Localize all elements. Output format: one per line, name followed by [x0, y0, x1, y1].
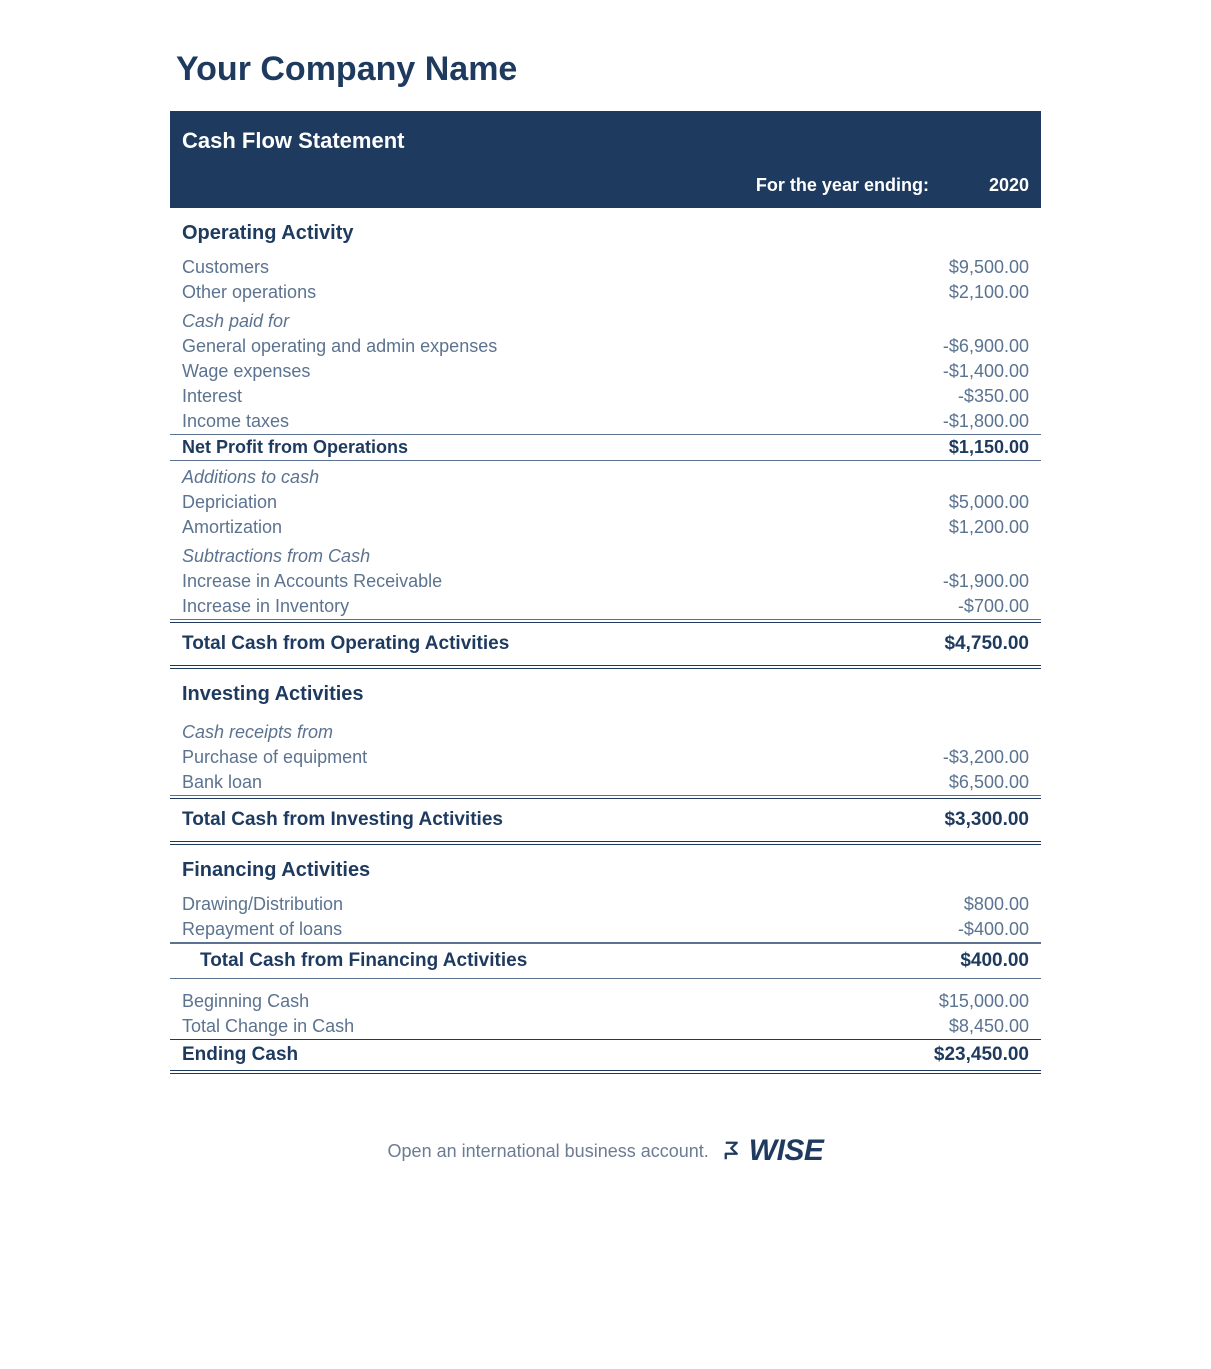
- footer-brand: WISE: [723, 1134, 824, 1168]
- row-label: Purchase of equipment: [182, 747, 879, 768]
- row-value: $5,000.00: [879, 492, 1029, 513]
- period-label: For the year ending:: [756, 175, 929, 196]
- table-row: Increase in Accounts Receivable -$1,900.…: [170, 569, 1041, 594]
- table-row: Beginning Cash $15,000.00: [170, 989, 1041, 1014]
- table-row: Purchase of equipment -$3,200.00: [170, 745, 1041, 770]
- table-row: Amortization $1,200.00: [170, 515, 1041, 540]
- subsection-label: Subtractions from Cash: [170, 540, 1041, 569]
- row-value: -$350.00: [879, 386, 1029, 407]
- row-label: Wage expenses: [182, 361, 879, 382]
- total-row-investing: Total Cash from Investing Activities $3,…: [170, 798, 1041, 845]
- total-row-financing: Total Cash from Financing Activities $40…: [170, 943, 1041, 979]
- statement-title: Cash Flow Statement: [182, 128, 1029, 154]
- row-label: Bank loan: [182, 772, 879, 793]
- table-row: Drawing/Distribution $800.00: [170, 892, 1041, 917]
- section-title-investing: Investing Activities: [170, 669, 1041, 716]
- row-label: Increase in Inventory: [182, 596, 879, 617]
- row-label: Income taxes: [182, 411, 879, 432]
- row-value: $800.00: [879, 894, 1029, 915]
- table-row: Repayment of loans -$400.00: [170, 917, 1041, 943]
- ending-cash-row: Ending Cash $23,450.00: [170, 1039, 1041, 1074]
- statement-header: Cash Flow Statement: [170, 111, 1041, 168]
- row-value: $3,300.00: [944, 809, 1029, 831]
- table-row: Income taxes -$1,800.00: [170, 409, 1041, 434]
- row-label: Beginning Cash: [182, 991, 879, 1012]
- net-profit-row: Net Profit from Operations $1,150.00: [170, 434, 1041, 461]
- row-value: -$400.00: [879, 919, 1029, 940]
- row-value: $2,100.00: [879, 282, 1029, 303]
- row-value: $8,450.00: [879, 1016, 1029, 1037]
- table-row: Other operations $2,100.00: [170, 280, 1041, 305]
- row-label: Repayment of loans: [182, 919, 879, 940]
- row-label: Ending Cash: [182, 1044, 298, 1066]
- flag-icon: [723, 1140, 745, 1162]
- row-value: $9,500.00: [879, 257, 1029, 278]
- section-title-operating: Operating Activity: [170, 208, 1041, 255]
- row-value: $23,450.00: [934, 1044, 1029, 1066]
- row-value: $1,150.00: [949, 437, 1029, 458]
- subsection-label: Cash paid for: [170, 305, 1041, 334]
- row-label: Total Cash from Financing Activities: [182, 950, 527, 972]
- table-row: Wage expenses -$1,400.00: [170, 359, 1041, 384]
- table-row: Depriciation $5,000.00: [170, 490, 1041, 515]
- table-row: Bank loan $6,500.00: [170, 770, 1041, 796]
- row-value: $400.00: [960, 950, 1029, 972]
- row-label: Other operations: [182, 282, 879, 303]
- row-label: Total Change in Cash: [182, 1016, 879, 1037]
- footer-tagline: Open an international business account.: [388, 1141, 709, 1162]
- row-label: Total Cash from Operating Activities: [182, 633, 509, 655]
- section-title-financing: Financing Activities: [170, 845, 1041, 892]
- subsection-label: Cash receipts from: [170, 716, 1041, 745]
- row-label: Interest: [182, 386, 879, 407]
- table-row: Customers $9,500.00: [170, 255, 1041, 280]
- table-row: Total Change in Cash $8,450.00: [170, 1014, 1041, 1039]
- row-value: $15,000.00: [879, 991, 1029, 1012]
- row-value: $1,200.00: [879, 517, 1029, 538]
- company-name: Your Company Name: [170, 50, 1041, 89]
- row-value: -$3,200.00: [879, 747, 1029, 768]
- row-label: Depriciation: [182, 492, 879, 513]
- subsection-label: Additions to cash: [170, 461, 1041, 490]
- row-value: -$1,400.00: [879, 361, 1029, 382]
- footer-brand-text: WISE: [749, 1134, 824, 1168]
- table-row: General operating and admin expenses -$6…: [170, 334, 1041, 359]
- row-label: Drawing/Distribution: [182, 894, 879, 915]
- row-label: Increase in Accounts Receivable: [182, 571, 879, 592]
- footer: Open an international business account. …: [170, 1134, 1041, 1168]
- row-value: -$700.00: [879, 596, 1029, 617]
- total-row-operating: Total Cash from Operating Activities $4,…: [170, 622, 1041, 669]
- row-value: -$1,900.00: [879, 571, 1029, 592]
- table-row: Interest -$350.00: [170, 384, 1041, 409]
- table-row: Increase in Inventory -$700.00: [170, 594, 1041, 620]
- row-label: Total Cash from Investing Activities: [182, 809, 503, 831]
- row-value: $4,750.00: [944, 633, 1029, 655]
- period-bar: For the year ending: 2020: [170, 167, 1041, 208]
- row-label: Net Profit from Operations: [182, 437, 408, 458]
- row-label: General operating and admin expenses: [182, 336, 879, 357]
- row-label: Customers: [182, 257, 879, 278]
- row-label: Amortization: [182, 517, 879, 538]
- row-value: $6,500.00: [879, 772, 1029, 793]
- period-year: 2020: [989, 175, 1029, 196]
- row-value: -$1,800.00: [879, 411, 1029, 432]
- row-value: -$6,900.00: [879, 336, 1029, 357]
